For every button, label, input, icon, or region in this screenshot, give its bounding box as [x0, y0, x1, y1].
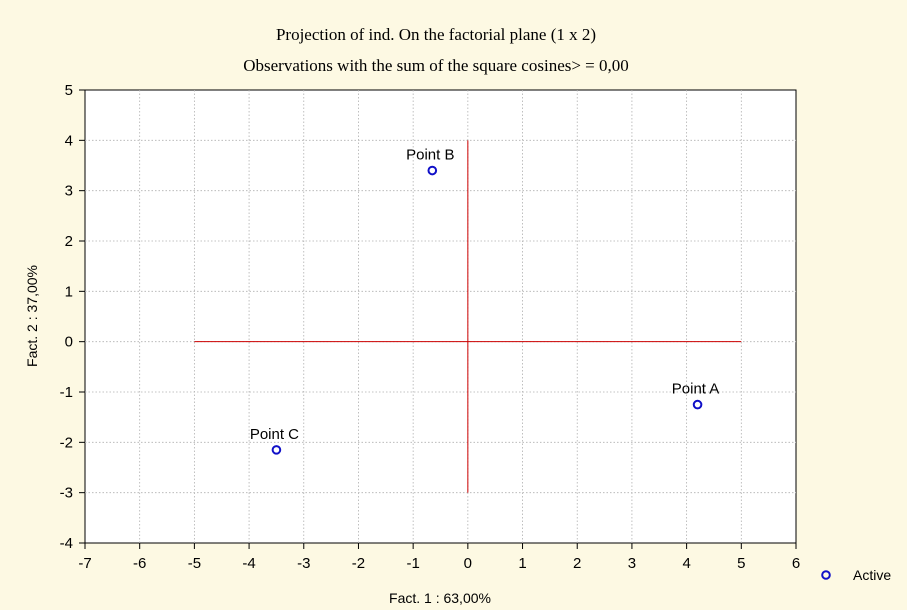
x-tick-label: 3: [628, 555, 636, 572]
x-tick-label: -6: [133, 555, 146, 572]
x-tick-label: 1: [518, 555, 526, 572]
x-tick-label: 2: [573, 555, 581, 572]
data-point: [427, 165, 438, 176]
ticks: -7 -6 -5 -4 -3 -2 -1 0 1 2 3 4 5 6 -4 -3 -2 -1 0 1 2 3 4 5: [60, 82, 801, 572]
x-tick-label: -1: [406, 555, 419, 572]
chart-subtitle: Observations with the sum of the square …: [243, 56, 629, 75]
y-tick-label: 3: [65, 183, 73, 200]
legend: Active: [821, 567, 891, 583]
x-tick-label: 0: [464, 555, 472, 572]
y-tick-label: 0: [65, 334, 73, 351]
x-tick-label: -3: [297, 555, 310, 572]
data-points: Point A Point B Point C: [250, 147, 720, 455]
y-tick-label: 2: [65, 233, 73, 250]
x-tick-label: -5: [188, 555, 201, 572]
plot-area: [84, 89, 797, 544]
x-tick-label: 6: [792, 555, 800, 572]
reference-lines: [194, 140, 742, 493]
y-tick-label: 4: [65, 132, 73, 149]
y-tick-label: -1: [60, 384, 73, 401]
y-tick-label: -3: [60, 485, 73, 502]
x-tick-label: 4: [682, 555, 690, 572]
x-axis-label: Fact. 1 : 63,00%: [389, 590, 491, 606]
data-point: [271, 445, 282, 455]
legend-label: Active: [853, 567, 891, 583]
y-tick-label: -4: [60, 535, 73, 552]
x-tick-label: -4: [242, 555, 255, 572]
y-axis-label: Fact. 2 : 37,00%: [24, 265, 40, 367]
data-point: [692, 399, 703, 410]
y-tick-label: 5: [65, 82, 73, 99]
x-tick-label: 5: [737, 555, 745, 572]
x-tick-label: -2: [352, 555, 365, 572]
y-tick-label: -2: [60, 434, 73, 451]
y-tick-label: 1: [65, 283, 73, 300]
chart-title: Projection of ind. On the factorial plan…: [276, 25, 596, 44]
data-point-label: Point A: [672, 381, 720, 398]
x-tick-label: -7: [78, 555, 91, 572]
data-point-label: Point B: [406, 147, 454, 164]
legend-marker: [821, 570, 831, 580]
data-point-label: Point C: [250, 426, 299, 443]
